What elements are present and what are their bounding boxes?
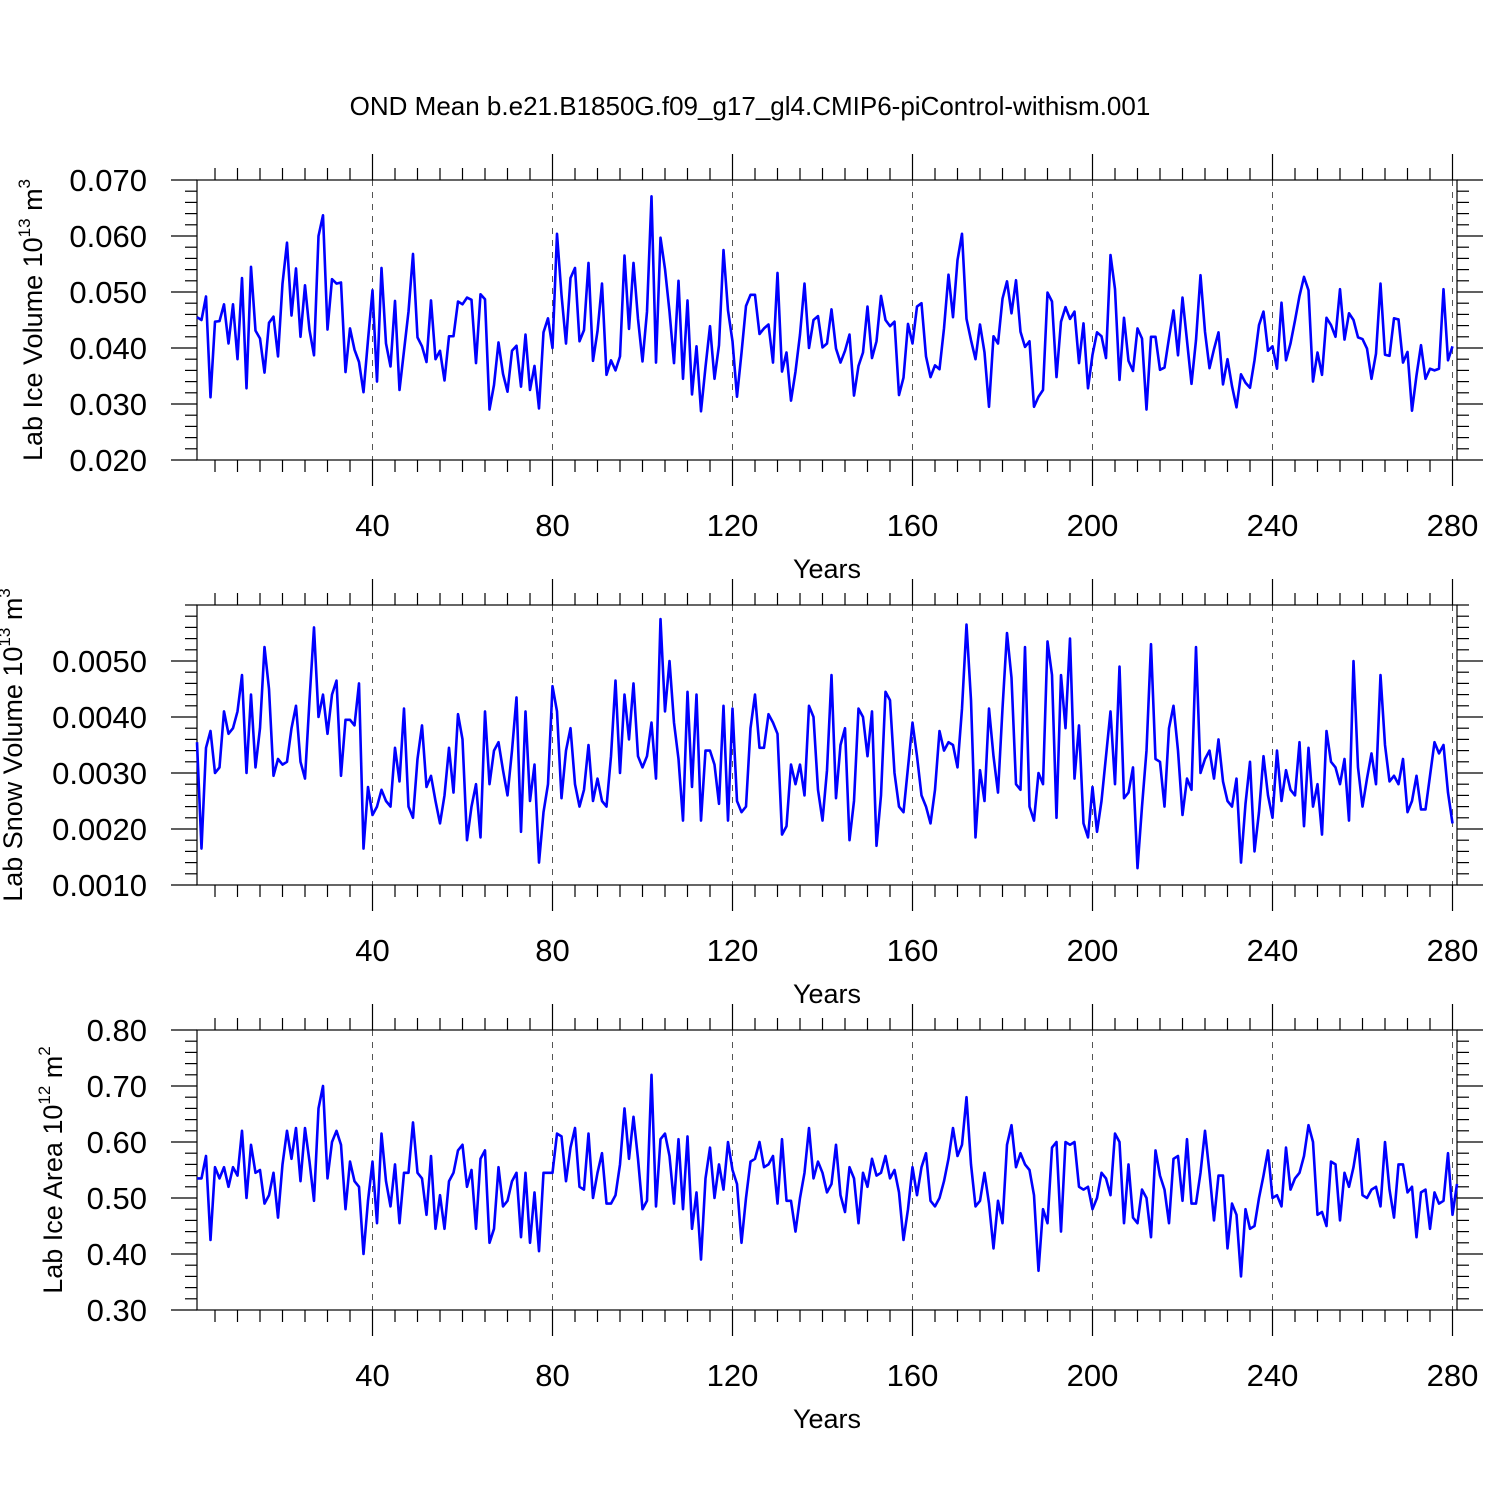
- y-tick-label: 0.030: [69, 387, 147, 422]
- x-tick-label: 200: [1067, 933, 1119, 968]
- y-axis-label-superscript: 13: [15, 218, 34, 237]
- x-tick-label: 120: [707, 508, 759, 543]
- y-tick-label: 0.040: [69, 331, 147, 366]
- y-axis-label-part: m: [38, 1056, 68, 1086]
- y-axis-label-part: m: [18, 188, 48, 218]
- y-axis-label-superscript: 3: [0, 588, 14, 597]
- plot-frame: [196, 179, 1458, 461]
- x-tick-label: 120: [707, 1358, 759, 1393]
- y-tick-label: 0.30: [87, 1293, 147, 1328]
- y-tick-label: 0.70: [87, 1069, 147, 1104]
- y-axis-label: Lab Ice Volume 1013 m3: [15, 179, 48, 461]
- x-tick-label: 200: [1067, 1358, 1119, 1393]
- y-tick-label: 0.020: [69, 443, 147, 478]
- y-axis-label: Lab Ice Area 1012 m2: [35, 1046, 68, 1294]
- x-tick-label: 280: [1427, 508, 1479, 543]
- series-line: [196, 194, 1454, 413]
- y-tick-label: 0.0010: [52, 868, 147, 903]
- y-axis-label-superscript: 2: [35, 1046, 54, 1055]
- y-tick-label: 0.060: [69, 219, 147, 254]
- plot-frame: [196, 1029, 1458, 1311]
- y-axis-label-superscript: 12: [35, 1086, 54, 1105]
- panel-2: 40 80 120 160 200 240 280 0.0010 0.0020 0.0030 0.0…: [0, 579, 1483, 1009]
- y-axis-label-part: Lab Ice Volume 10: [18, 237, 48, 461]
- x-tick-label: 80: [535, 1358, 569, 1393]
- y-axis-label-superscript: 13: [0, 628, 14, 647]
- panels: 40 80 120 160 200 240 2800.0200.0300.0400.0500…: [0, 154, 1483, 1434]
- y-tick-label: 0.40: [87, 1237, 147, 1272]
- x-tick-label: 160: [887, 508, 939, 543]
- y-tick-label: 0.80: [87, 1013, 147, 1048]
- x-axis-label: Years: [793, 554, 861, 584]
- y-tick-label: 0.50: [87, 1181, 147, 1216]
- x-tick-label: 240: [1247, 1358, 1299, 1393]
- series-line: [195, 617, 1454, 870]
- x-tick-label: 280: [1427, 1358, 1479, 1393]
- x-tick-label: 80: [535, 933, 569, 968]
- y-axis-label-part: Lab Ice Area 10: [38, 1105, 68, 1294]
- panel-1: 40 80 120 160 200 240 280 0.020 0.030 0.040 0.050 0…: [15, 154, 1483, 584]
- y-tick-label: 0.0020: [52, 812, 147, 847]
- x-tick-label: 80: [535, 508, 569, 543]
- x-axis-label: Years: [793, 979, 861, 1009]
- x-tick-label: 40: [355, 508, 389, 543]
- y-axis-label-part: Lab Snow Volume 10: [0, 647, 28, 902]
- y-axis-label: Lab Snow Volume 1013 m3: [0, 588, 28, 902]
- x-tick-label: 120: [707, 933, 759, 968]
- y-tick-label: 0.050: [69, 275, 147, 310]
- y-tick-label: 0.0040: [52, 700, 147, 735]
- x-tick-label: 160: [887, 933, 939, 968]
- x-tick-label: 280: [1427, 933, 1479, 968]
- y-axis-label-superscript: 3: [15, 179, 34, 188]
- x-tick-label: 160: [887, 1358, 939, 1393]
- y-tick-label: 0.0030: [52, 756, 147, 791]
- y-tick-label: 0.60: [87, 1125, 147, 1160]
- y-tick-label: 0.070: [69, 163, 147, 198]
- x-tick-label: 240: [1247, 933, 1299, 968]
- figure-title: OND Mean b.e21.B1850G.f09_g17_gl4.CMIP6-…: [350, 91, 1151, 121]
- y-tick-label: 0.0050: [52, 644, 147, 679]
- x-tick-label: 200: [1067, 508, 1119, 543]
- x-axis-label: Years: [793, 1404, 861, 1434]
- x-tick-label: 240: [1247, 508, 1299, 543]
- y-axis-label-part: m: [0, 598, 28, 628]
- x-tick-label: 40: [355, 1358, 389, 1393]
- series-line: [197, 1073, 1459, 1278]
- x-tick-label: 40: [355, 933, 389, 968]
- panel-3: 40 80 120 160 200 240 280 0.30 0.40 0.50 0.60 0.70 0…: [35, 1004, 1483, 1434]
